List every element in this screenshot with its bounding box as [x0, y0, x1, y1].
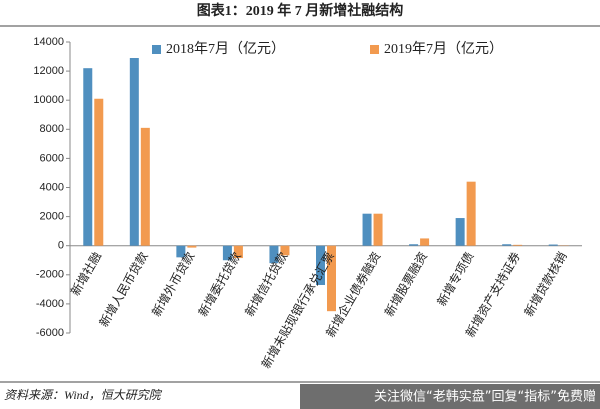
bar	[83, 68, 93, 246]
bar	[233, 245, 243, 259]
bar	[513, 244, 523, 246]
y-tick-label: -2000	[36, 269, 64, 281]
source: 资料来源：Wind，恒大研究院	[4, 388, 163, 402]
legend-label: 2018年7月（亿元）	[166, 41, 285, 57]
x-tick-label: 新增贷款核销	[521, 249, 570, 319]
legend-swatch	[152, 45, 161, 54]
bar	[373, 213, 383, 246]
bar	[94, 98, 104, 246]
bar	[187, 245, 197, 248]
y-tick-label: -4000	[36, 298, 64, 310]
legend-label: 2019年7月（亿元）	[384, 41, 503, 57]
y-tick-label: 12000	[33, 65, 64, 77]
y-tick-label: 10000	[33, 94, 64, 106]
legend-swatch	[370, 45, 379, 54]
y-tick-label: 6000	[40, 152, 64, 164]
bar	[129, 58, 139, 246]
watermark-bg	[300, 384, 600, 409]
bar	[140, 127, 150, 246]
bar	[280, 245, 290, 256]
x-tick-label: 新增股票融资	[381, 249, 430, 319]
bar	[466, 181, 476, 246]
x-tick-label: 新增委托贷款	[195, 249, 244, 319]
x-tick-label: 新增专项债	[434, 249, 477, 308]
chart-title: 图表1：2019 年 7 月新增社融结构	[197, 2, 404, 19]
y-tick-label: -6000	[36, 327, 64, 339]
x-tick-label: 新增外币贷款	[148, 249, 197, 319]
bar	[409, 244, 419, 246]
bar	[327, 245, 336, 312]
bar	[222, 245, 232, 261]
x-tick-label: 新增人民币贷款	[96, 249, 151, 329]
y-tick-label: 8000	[40, 123, 64, 135]
y-tick-label: 14000	[33, 36, 64, 48]
bar	[269, 245, 279, 264]
x-tick-label: 新增信托贷款	[241, 249, 290, 319]
bar	[176, 245, 186, 258]
bar	[420, 238, 430, 246]
watermark: 关注微信“老韩实盘”回复“指标”免费赠	[374, 389, 596, 405]
y-tick-label: 4000	[40, 181, 64, 193]
bar	[362, 213, 372, 246]
y-tick-label: 2000	[40, 211, 64, 223]
bar	[502, 244, 512, 246]
bar	[548, 244, 558, 246]
bar	[455, 218, 465, 246]
y-tick-label: 0	[58, 240, 64, 252]
bar	[316, 245, 325, 285]
x-tick-label: 新增社融	[67, 249, 104, 298]
